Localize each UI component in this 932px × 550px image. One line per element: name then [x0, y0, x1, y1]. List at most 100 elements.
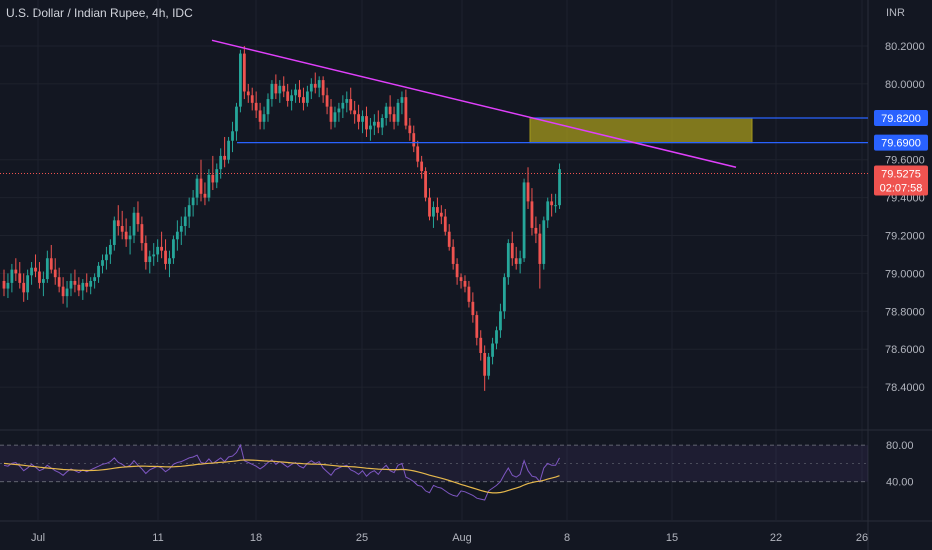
candle-body: [278, 85, 282, 94]
candle-body: [89, 280, 93, 287]
candle-body: [199, 178, 203, 194]
candle-body: [313, 83, 317, 88]
candle-body: [392, 114, 396, 122]
candle-body: [361, 116, 364, 122]
candle-body: [61, 286, 65, 297]
candle-body: [242, 53, 246, 92]
candle-body: [239, 53, 242, 107]
candle-body: [207, 174, 211, 198]
last-price-label-text: 79.5275: [881, 168, 921, 180]
candle-body: [341, 102, 345, 109]
y-tick-label: 79.6000: [885, 155, 925, 167]
candle-body: [246, 91, 250, 96]
supply-zone-rect[interactable]: [529, 117, 753, 144]
candle-body: [270, 83, 274, 100]
candle-body: [140, 224, 144, 244]
candle-body: [522, 182, 526, 259]
candle-body: [175, 231, 179, 240]
candle-body: [101, 260, 104, 266]
candle-body: [349, 99, 353, 111]
drawings[interactable]: [0, 39, 868, 174]
candle-body: [97, 265, 100, 278]
candle-body: [258, 110, 262, 122]
chart-title: U.S. Dollar / Indian Rupee, 4h, IDC: [6, 6, 193, 20]
candle-body: [483, 352, 487, 376]
candle-body: [554, 205, 557, 207]
candle-body: [514, 258, 518, 264]
candle-body: [388, 106, 392, 115]
candle-body: [69, 280, 73, 289]
candle-body: [152, 254, 156, 257]
x-tick-label: Jul: [31, 532, 45, 544]
zone-top-price-label: 79.8200: [874, 110, 928, 127]
candle-body: [254, 102, 258, 111]
price-axis[interactable]: INR 80.2000 80.0000 79.6000 79.4000 79.2000 7…: [874, 7, 928, 489]
candle-body: [412, 133, 416, 147]
candle-body: [459, 277, 463, 281]
candle-body: [558, 169, 561, 206]
candle-body: [372, 121, 376, 126]
candle-body: [223, 155, 227, 160]
rsi-pane: [0, 429, 932, 501]
candle-body: [302, 97, 305, 103]
candle-body: [424, 171, 427, 198]
candle-body: [128, 235, 132, 240]
candle-body: [120, 226, 124, 232]
x-tick-label: 26: [856, 532, 868, 544]
candle-body: [396, 102, 400, 122]
candle-body: [502, 277, 506, 312]
candle-body: [353, 110, 357, 115]
x-tick-label: 15: [666, 532, 678, 544]
candle-body: [65, 288, 69, 297]
candle-body: [132, 212, 136, 236]
candle-body: [77, 284, 81, 291]
candle-body: [38, 271, 41, 283]
candle-body: [183, 216, 187, 227]
candle-body: [148, 256, 152, 263]
candle-body: [81, 282, 85, 291]
candle-body: [404, 97, 408, 126]
candle-body: [2, 280, 6, 289]
y-tick-label: 80.2000: [885, 41, 925, 53]
x-tick-label: 8: [564, 532, 570, 544]
rsi-tick-label: 80.00: [886, 440, 914, 452]
candle-body: [73, 280, 77, 285]
candle-body: [168, 258, 171, 264]
candle-body: [491, 343, 494, 357]
last-price-label-countdown: 02:07:58: [880, 182, 923, 194]
candle-body: [309, 83, 313, 92]
candle-body: [420, 161, 424, 172]
candle-body: [546, 201, 550, 221]
y-tick-label: 79.2000: [885, 231, 925, 243]
candle-body: [384, 106, 388, 119]
candle-body: [112, 220, 116, 245]
candle-body: [215, 169, 219, 183]
candle-body: [211, 174, 215, 183]
candle-body: [455, 263, 459, 278]
candle-body: [57, 277, 61, 287]
candle-body: [49, 258, 53, 270]
candle-body: [530, 201, 534, 228]
candle-body: [333, 112, 337, 122]
candle-body: [416, 146, 420, 162]
time-axis[interactable]: Jul 11 18 25 Aug 8 15 22 26: [31, 532, 868, 544]
candle-body: [187, 205, 191, 217]
candle-body: [10, 269, 14, 283]
rsi-ma-line: [3, 459, 560, 494]
descending-trendline[interactable]: [211, 39, 737, 169]
candle-body: [93, 277, 97, 281]
support-price-label-text: 79.6900: [881, 138, 921, 150]
candle-body: [526, 182, 530, 202]
candle-body: [428, 197, 431, 217]
candle-body: [53, 269, 57, 278]
currency-label: INR: [886, 7, 905, 19]
candle-body: [443, 216, 447, 232]
y-tick-label: 79.4000: [885, 193, 925, 205]
candle-body: [14, 269, 18, 274]
candle-body: [305, 91, 309, 103]
y-tick-label: 78.8000: [885, 306, 925, 318]
candle-body: [408, 125, 412, 134]
candle-body: [506, 243, 510, 278]
candle-body: [550, 201, 554, 206]
